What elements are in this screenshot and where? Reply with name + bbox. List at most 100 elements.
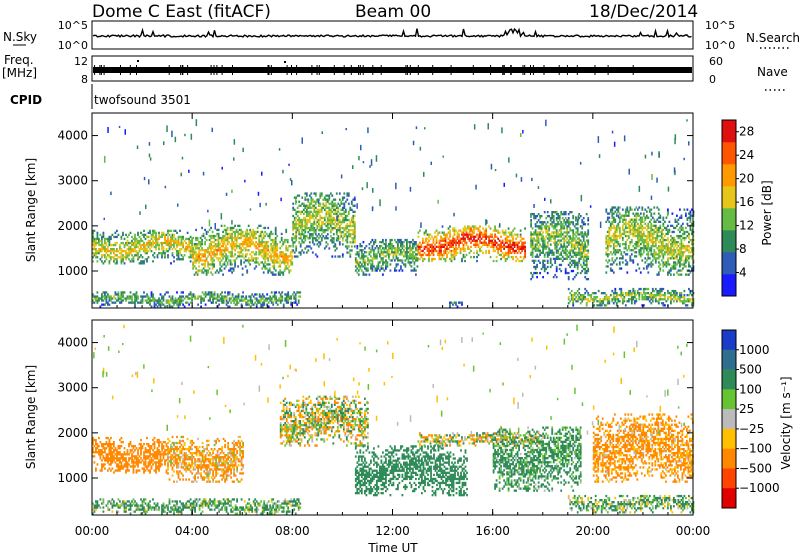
power-echo-cell	[158, 235, 160, 239]
power-echo-cell	[564, 221, 567, 224]
power-echo-cell	[296, 291, 299, 294]
power-echo-cell	[237, 255, 239, 258]
power-echo-cell	[274, 247, 277, 250]
power-echo-cell	[555, 241, 558, 244]
power-echo-cell	[204, 303, 207, 306]
power-echo-cell	[670, 294, 672, 297]
power-echo-cell	[262, 226, 265, 230]
power-echo-cell	[639, 236, 642, 240]
power-echo-cell	[593, 300, 596, 303]
power-echo-cell	[364, 265, 366, 268]
power-echo-cell	[329, 214, 332, 218]
power-echo-cell	[176, 231, 178, 234]
power-echo-cell	[165, 241, 168, 245]
power-echo-cell	[270, 255, 273, 258]
power-echo-cell	[659, 298, 662, 301]
power-echo-cell	[456, 237, 459, 240]
power-echo-cell	[557, 235, 560, 238]
power-echo-cell	[569, 237, 572, 240]
power-echo-cell	[657, 251, 660, 254]
power-echo-cell	[341, 198, 344, 201]
power-echo-cell	[464, 239, 466, 242]
power-echo-cell	[545, 225, 548, 228]
power-echo-cell	[584, 231, 587, 234]
power-echo-cell	[611, 253, 614, 256]
power-echo-cell	[234, 265, 236, 268]
power-echo-cell	[332, 241, 335, 244]
power-echo-cell	[642, 226, 645, 230]
power-echo-cell	[456, 305, 459, 308]
power-echo-cell	[120, 254, 123, 257]
power-echo-cell	[662, 238, 665, 242]
power-echo-cell	[299, 245, 302, 248]
power-echo-cell	[347, 192, 350, 195]
power-echo-cell	[137, 297, 139, 300]
power-echo-cell	[220, 249, 223, 252]
power-echo-cell	[365, 245, 368, 248]
power-echo-cell	[189, 239, 192, 243]
power-echo-cell	[304, 222, 307, 226]
power-echo-cell	[650, 265, 653, 268]
power-echo-cell	[337, 239, 340, 242]
power-echo-cell	[612, 292, 615, 295]
power-echo-cell	[576, 241, 579, 244]
power-echo-cell	[379, 253, 381, 256]
power-echo-cell	[642, 247, 645, 250]
power-echo-cell	[657, 300, 660, 303]
power-echo-cell	[585, 253, 588, 256]
power-echo-cell	[231, 249, 233, 252]
power-echo-cell	[153, 231, 156, 234]
power-echo-cell	[377, 263, 380, 266]
power-echo-cell	[349, 249, 352, 252]
power-echo-cell	[141, 256, 144, 259]
freq-tick-bottom: 8	[81, 73, 88, 86]
power-echo-cell	[605, 220, 608, 223]
power-echo-cell	[205, 251, 208, 254]
power-echo-cell	[353, 222, 356, 226]
power-echo-cell	[530, 245, 532, 248]
power-echo-cell	[196, 269, 199, 272]
power-echo-cell	[352, 218, 355, 222]
power-echo-cell	[325, 200, 328, 203]
power-echo-cell	[131, 301, 133, 304]
power-echo-cell	[480, 249, 483, 253]
power-echo-cell	[207, 265, 209, 268]
power-echo-cell	[489, 235, 492, 238]
power-echo-cell	[506, 245, 508, 248]
power-echo-cell	[317, 204, 320, 207]
power-echo-cell	[338, 229, 341, 232]
power-echo-cell	[141, 301, 144, 304]
power-echo-cell	[214, 249, 217, 252]
power-echo-cell	[555, 249, 558, 252]
power-echo-cell	[608, 234, 611, 238]
power-echo-cell	[352, 239, 355, 242]
power-echo-cell	[210, 301, 213, 304]
power-echo-cell	[198, 257, 200, 260]
power-echo-cell	[304, 206, 307, 209]
power-echo-cell	[286, 249, 289, 252]
power-echo-cell	[267, 305, 270, 308]
power-echo-cell	[167, 250, 169, 253]
power-echo-cell	[482, 233, 484, 236]
power-echo-cell	[537, 233, 540, 236]
power-echo-cell	[267, 271, 270, 274]
power-echo-cell	[326, 243, 329, 246]
power-echo-cell	[507, 239, 510, 242]
power-echo-cell	[618, 232, 621, 236]
power-echo-cell	[494, 225, 496, 228]
power-echo-cell	[371, 259, 374, 262]
power-echo-cell	[119, 256, 121, 259]
power-echo-cell	[167, 231, 169, 234]
power-echo-cell	[359, 265, 362, 268]
power-echo-cell	[212, 299, 214, 302]
freq-trace-spike	[268, 65, 270, 75]
power-echo-cell	[462, 253, 465, 257]
power-echo-cell	[343, 218, 346, 222]
power-echo-cell	[608, 300, 611, 303]
power-echo-cell	[313, 237, 316, 240]
power-echo-cell	[620, 214, 623, 217]
power-echo-cell	[572, 269, 575, 273]
power-echo-cell	[356, 251, 359, 254]
power-echo-cell	[432, 249, 435, 253]
power-echo-cell	[524, 249, 526, 253]
